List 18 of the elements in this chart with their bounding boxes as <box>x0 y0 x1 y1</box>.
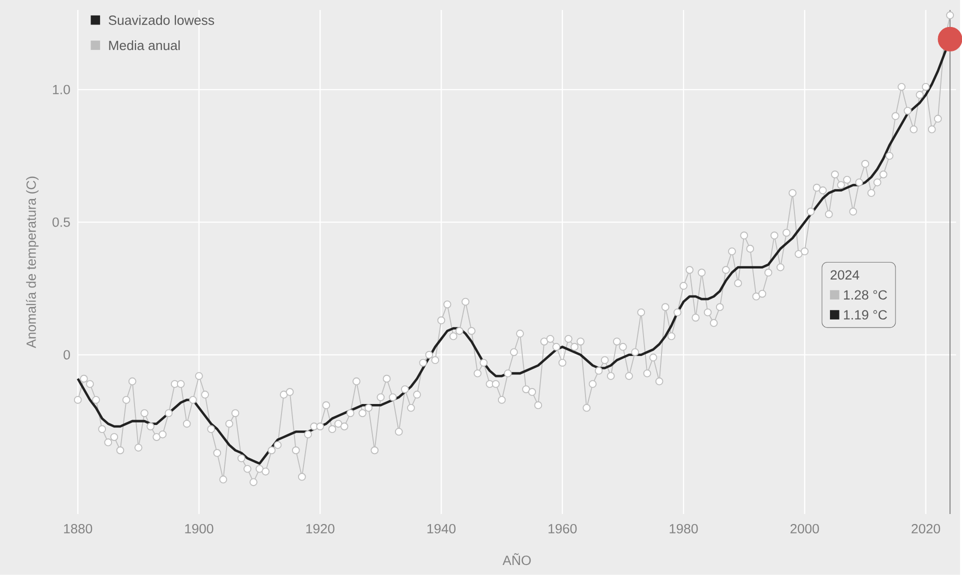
x-tick-label: 1900 <box>185 524 214 534</box>
x-axis-title: AÑO <box>502 553 531 566</box>
annotation: 1.28 °C <box>844 290 887 300</box>
legend-label: Suavizado lowess <box>108 15 214 26</box>
legend-label: Media anual <box>109 40 180 50</box>
x-tick-label: 1960 <box>548 524 577 534</box>
y-tick-label: 0.5 <box>52 218 70 227</box>
annotation: 2024 <box>830 270 860 280</box>
y-tick-label: 1.0 <box>53 84 70 94</box>
x-tick-label: 1880 <box>64 524 92 534</box>
y-axis-title: Anomalía de temperatura (C) <box>26 176 39 348</box>
x-tick-label: 1940 <box>427 524 456 534</box>
y-tick-label: 0 <box>64 350 70 360</box>
x-tick-label: 2000 <box>790 524 819 534</box>
annotation: 1.19 °C <box>844 310 887 320</box>
x-tick-label: 1980 <box>670 524 698 534</box>
x-tick-label: 1920 <box>306 524 334 534</box>
x-tick-label: 2020 <box>912 524 940 534</box>
